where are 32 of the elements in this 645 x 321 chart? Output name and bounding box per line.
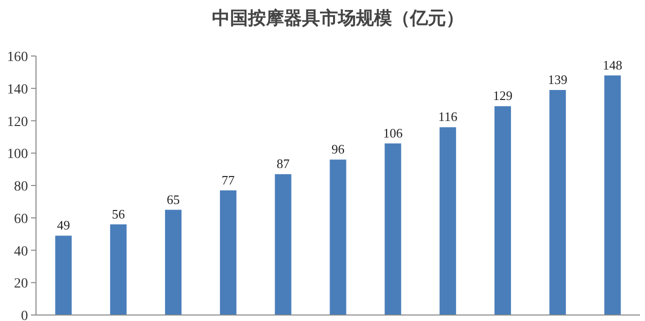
bar	[604, 75, 621, 315]
chart-title: 中国按摩器具市场规模（亿元）	[212, 8, 464, 28]
data-label: 139	[548, 72, 568, 87]
bar	[330, 160, 346, 315]
y-tick-label: 20	[14, 276, 28, 292]
bar	[55, 236, 72, 315]
y-tick-label: 160	[7, 50, 28, 65]
bar	[110, 224, 127, 315]
data-label: 56	[112, 206, 126, 222]
y-tick-label: 140	[7, 82, 28, 98]
y-tick-label: 40	[14, 244, 28, 260]
y-tick-label: 60	[14, 212, 28, 227]
data-label: 49	[56, 218, 70, 233]
data-label: 116	[438, 109, 458, 124]
y-tick-label: 100	[7, 147, 28, 162]
bar	[494, 106, 511, 315]
data-label: 106	[383, 125, 404, 140]
y-tick-label: 0	[21, 309, 28, 321]
data-label: 65	[166, 192, 180, 207]
data-label: 96	[332, 142, 345, 157]
bar	[165, 210, 182, 315]
data-label: 77	[222, 172, 236, 188]
bar	[549, 90, 566, 315]
data-label: 87	[276, 156, 290, 172]
bar	[220, 190, 236, 315]
y-tick-label: 80	[14, 180, 28, 194]
bar	[440, 127, 456, 315]
bar	[274, 174, 292, 315]
data-label: 148	[602, 57, 622, 72]
data-label: 129	[492, 88, 512, 104]
bar	[384, 143, 402, 315]
y-tick-label: 120	[7, 114, 28, 130]
